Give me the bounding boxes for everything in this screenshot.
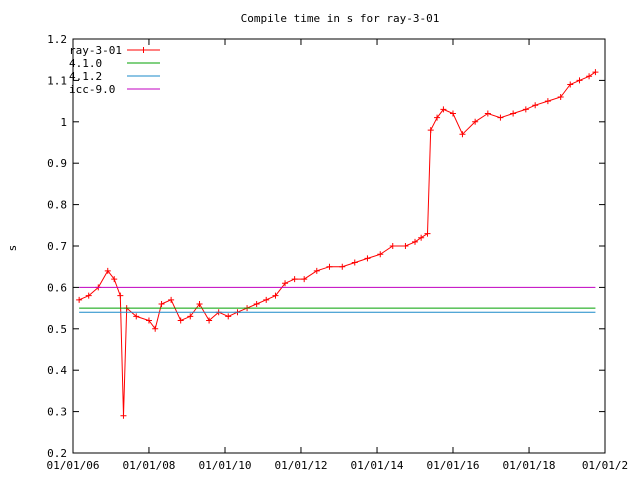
y-axis-label: s — [6, 245, 19, 252]
y-tick-label: 0.7 — [47, 240, 67, 253]
data-point — [440, 106, 447, 113]
data-point — [272, 292, 279, 299]
y-tick-label: 0.4 — [47, 364, 67, 377]
legend-label: icc-9.0 — [69, 83, 115, 96]
data-point — [567, 81, 574, 88]
data-point — [177, 317, 184, 324]
data-point — [291, 276, 298, 283]
data-point — [497, 114, 504, 121]
y-tick-label: 0.9 — [47, 157, 67, 170]
data-point — [459, 131, 466, 138]
y-tick-label: 0.3 — [47, 406, 67, 419]
data-point — [85, 292, 92, 299]
data-point — [592, 69, 599, 76]
y-tick-label: 0.2 — [47, 447, 67, 460]
data-point — [576, 77, 583, 84]
x-tick-label: 01/01/12 — [274, 459, 327, 472]
data-point — [424, 230, 431, 237]
data-point — [532, 102, 539, 109]
data-point — [326, 263, 333, 270]
x-tick-label: 01/01/14 — [351, 459, 404, 472]
y-tick-label: 0.8 — [47, 199, 67, 212]
data-point — [510, 110, 517, 117]
data-point — [522, 106, 529, 113]
legend-label: ray-3-01 — [69, 44, 122, 57]
data-point — [313, 267, 320, 274]
data-point — [263, 296, 270, 303]
x-tick-label: 01/01/06 — [47, 459, 100, 472]
axis-layer: 0.2 0.3 0.4 0.5 0.6 0.7 0.8 0.9 1 1.1 1.2 01/01/06 0… — [47, 33, 629, 472]
data-point — [449, 110, 456, 117]
data-point — [339, 263, 346, 270]
data-point — [412, 238, 419, 245]
legend-label: 4.1.2 — [69, 70, 102, 83]
data-point — [472, 118, 479, 125]
data-point — [557, 93, 564, 100]
data-point — [301, 276, 308, 283]
legend-label: 4.1.0 — [69, 57, 102, 70]
data-point — [152, 325, 159, 332]
data-point — [133, 313, 140, 320]
data-point — [544, 98, 551, 105]
data-point — [187, 313, 194, 320]
data-point — [253, 300, 260, 307]
legend-marker — [140, 47, 147, 53]
data-point — [76, 296, 83, 303]
y-tick-label: 0.5 — [47, 323, 67, 336]
x-tick-label: 01/01/16 — [426, 459, 479, 472]
data-point — [196, 300, 203, 307]
x-tick-label: 01/01/2 — [582, 459, 628, 472]
data-point — [206, 317, 213, 324]
data-point — [364, 255, 371, 262]
x-tick-label: 01/01/18 — [503, 459, 556, 472]
data-point — [168, 296, 175, 303]
data-point — [145, 317, 152, 324]
data-point — [111, 276, 118, 283]
data-point — [389, 243, 396, 249]
data-point — [418, 234, 425, 241]
x-tick-label: 01/01/08 — [122, 459, 175, 472]
data-point — [402, 243, 409, 249]
data-point — [117, 292, 124, 299]
chart-title: Compile time in s for ray-3-01 — [241, 12, 440, 25]
y-tick-label: 1.1 — [47, 74, 67, 87]
data-point — [104, 267, 111, 274]
x-tick-label: 01/01/10 — [199, 459, 252, 472]
data-point — [120, 412, 127, 419]
data-point — [377, 251, 384, 258]
data-point — [427, 127, 434, 134]
data-point — [282, 280, 289, 287]
data-point — [158, 300, 165, 307]
y-tick-label: 1 — [60, 116, 67, 129]
data-point — [434, 114, 441, 121]
y-tick-label: 0.6 — [47, 281, 67, 294]
y-tick-label: 1.2 — [47, 33, 67, 46]
data-point — [225, 313, 232, 320]
data-point — [484, 110, 491, 117]
series-layer — [76, 69, 599, 419]
data-point — [586, 73, 593, 80]
data-point — [351, 259, 358, 266]
